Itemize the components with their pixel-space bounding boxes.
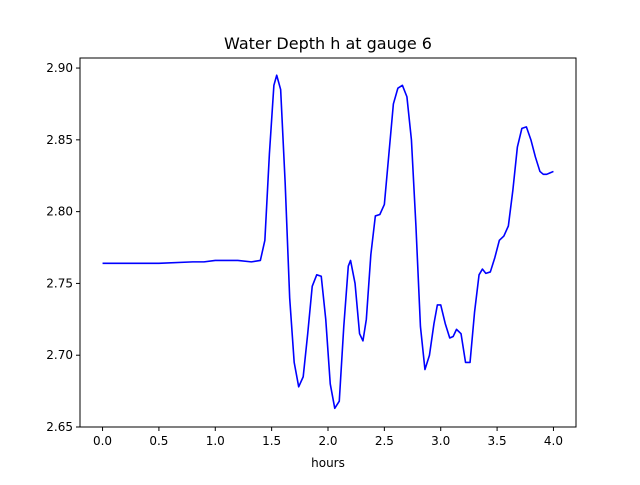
x-tick-label: 3.0 — [431, 434, 450, 448]
y-tick-label: 2.65 — [46, 420, 73, 434]
x-tick-label: 1.0 — [206, 434, 225, 448]
x-tick-label: 4.0 — [544, 434, 563, 448]
x-tick-label: 3.5 — [488, 434, 507, 448]
y-tick-label: 2.90 — [46, 61, 73, 75]
ticks-layer: 0.0 0.5 1.0 1.5 2.0 2.5 3.0 3.5 4.0 2.65 2.70 2.75 2… — [46, 61, 563, 448]
y-tick-label: 2.75 — [46, 276, 73, 290]
y-tick-label: 2.80 — [46, 205, 73, 219]
x-axis-label: hours — [311, 456, 345, 470]
series-line-0 — [102, 74, 554, 410]
x-tick-label: 2.0 — [318, 434, 337, 448]
y-tick-label: 2.85 — [46, 133, 73, 147]
x-tick-label: 2.5 — [375, 434, 394, 448]
x-tick-label: 0.5 — [149, 434, 168, 448]
x-tick-label: 0.0 — [93, 434, 112, 448]
y-tick-label: 2.70 — [46, 348, 73, 362]
x-tick-label: 1.5 — [262, 434, 281, 448]
chart-title: Water Depth h at gauge 6 — [224, 34, 432, 53]
